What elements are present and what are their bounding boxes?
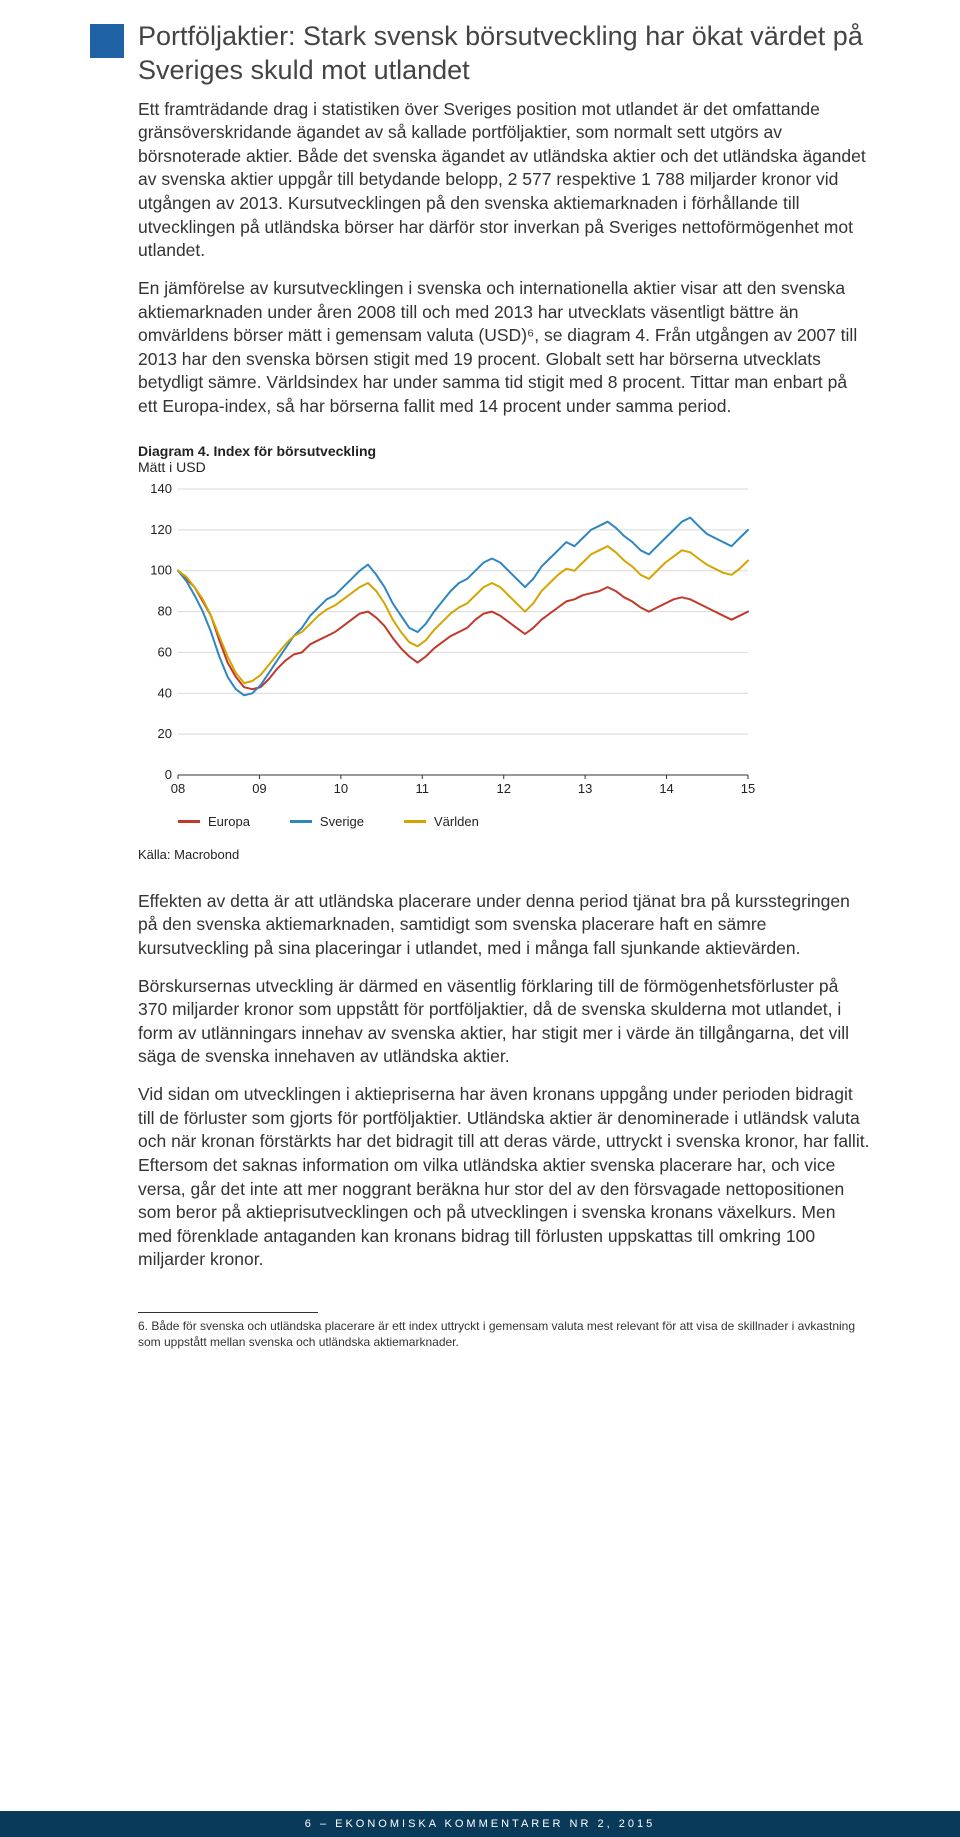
paragraph-3: Effekten av detta är att utländska place…: [138, 890, 870, 961]
legend-item: Världen: [404, 814, 479, 829]
svg-text:60: 60: [158, 644, 172, 659]
page-footer: 6 – EKONOMISKA KOMMENTARER NR 2, 2015: [0, 1811, 960, 1837]
svg-text:09: 09: [252, 781, 266, 796]
svg-text:40: 40: [158, 685, 172, 700]
paragraph-2: En jämförelse av kursutvecklingen i sven…: [138, 277, 870, 419]
svg-text:100: 100: [150, 562, 172, 577]
svg-text:80: 80: [158, 603, 172, 618]
legend-label: Världen: [434, 814, 479, 829]
line-chart: 0 20 40 60 80 100 120 140 08 09 10 11 12 13 14 15: [138, 479, 758, 799]
chart-container: Diagram 4. Index för börsutveckling Mätt…: [138, 443, 870, 862]
page-title: Portföljaktier: Stark svensk börsutveckl…: [138, 20, 870, 88]
footnote-rule: [138, 1312, 318, 1313]
legend-swatch: [178, 820, 200, 823]
legend-item: Sverige: [290, 814, 364, 829]
chart-source: Källa: Macrobond: [138, 847, 870, 862]
svg-text:15: 15: [741, 781, 755, 796]
section-marker: [90, 24, 124, 58]
legend-label: Sverige: [320, 814, 364, 829]
legend-swatch: [404, 820, 426, 823]
svg-text:120: 120: [150, 521, 172, 536]
chart-subtitle: Mätt i USD: [138, 459, 870, 475]
svg-text:0: 0: [165, 767, 172, 782]
legend-swatch: [290, 820, 312, 823]
svg-text:10: 10: [334, 781, 348, 796]
paragraph-5: Vid sidan om utvecklingen i aktieprisern…: [138, 1083, 870, 1272]
footnote: 6. Både för svenska och utländska placer…: [138, 1319, 870, 1350]
svg-text:11: 11: [416, 781, 430, 796]
svg-text:20: 20: [158, 726, 172, 741]
legend-label: Europa: [208, 814, 250, 829]
svg-text:140: 140: [150, 481, 172, 496]
legend-item: Europa: [178, 814, 250, 829]
chart-title: Diagram 4. Index för börsutveckling: [138, 443, 870, 459]
svg-text:13: 13: [578, 781, 592, 796]
paragraph-1: Ett framträdande drag i statistiken över…: [138, 98, 870, 263]
paragraph-4: Börskursernas utveckling är därmed en vä…: [138, 975, 870, 1070]
svg-text:08: 08: [171, 781, 185, 796]
svg-text:12: 12: [496, 781, 510, 796]
svg-text:14: 14: [659, 781, 673, 796]
chart-legend: Europa Sverige Världen: [178, 814, 870, 829]
section-header: Portföljaktier: Stark svensk börsutveckl…: [90, 20, 870, 88]
